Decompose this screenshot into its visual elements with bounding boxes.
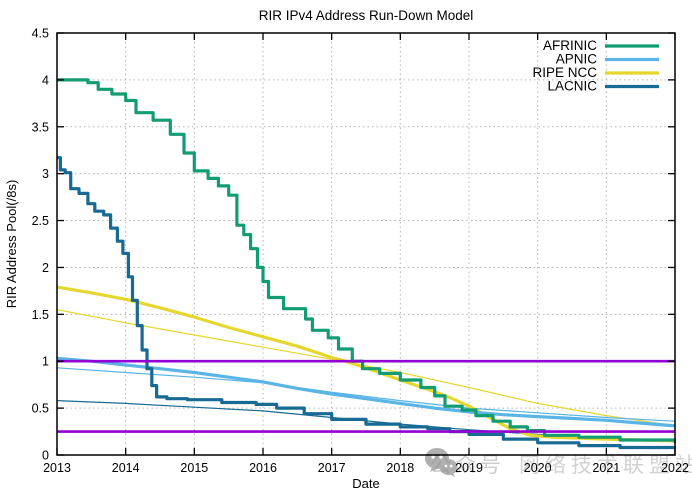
legend-label-lacnic: LACNIC	[547, 79, 597, 94]
y-axis-label: RIR Address Pool(/8s)	[4, 180, 19, 309]
x-tick-label: 2016	[249, 461, 277, 475]
plot-frame	[56, 32, 676, 456]
plot-border	[56, 32, 676, 456]
data-series	[56, 78, 676, 450]
y-tick-label: 4.5	[32, 27, 49, 41]
y-tick-label: 3	[42, 167, 49, 181]
y-tick-label: 1.5	[32, 308, 49, 322]
x-tick-label: 2014	[112, 461, 140, 475]
series-apnic	[56, 356, 676, 428]
watermark: 公众号 网络技术联盟站	[424, 446, 692, 482]
x-tick-label: 2017	[318, 461, 346, 475]
y-tick-label: 0	[42, 449, 49, 463]
y-tick-label: 2	[42, 261, 49, 275]
gridlines	[56, 32, 676, 456]
y-tick-label: 3.5	[32, 120, 49, 134]
tick-labels: 2013 2014 2015 2016 2017 2018 2019 2020 2021 2022…	[32, 27, 689, 476]
x-tick-label: 2013	[43, 461, 71, 475]
y-tick-label: 1	[42, 355, 49, 369]
x-tick-label: 2020	[524, 461, 552, 475]
x-tick-label: 2022	[661, 461, 689, 475]
y-tick-label: 4	[42, 73, 49, 87]
legend-label-ripe-ncc: RIPE NCC	[532, 65, 597, 80]
legend-label-apnic: APNIC	[556, 52, 598, 67]
series-afrinic	[57, 78, 676, 443]
x-tick-label: 2021	[592, 461, 620, 475]
y-tick-label: 2.5	[32, 214, 49, 228]
wechat-icon	[425, 448, 458, 477]
series-apnic-model	[56, 367, 676, 422]
legend-label-afrinic: AFRINIC	[543, 38, 597, 53]
x-tick-label: 2018	[386, 461, 414, 475]
watermark-text-right: 网络技术联盟站	[519, 454, 692, 477]
x-axis-label: Date	[352, 476, 379, 491]
series-ripe-ncc-model	[56, 309, 676, 427]
x-tick-label: 2015	[180, 461, 208, 475]
chart-title: RIR IPv4 Address Run-Down Model	[259, 8, 474, 23]
x-tick-label: 2019	[455, 461, 483, 475]
threshold-lines	[57, 359, 675, 433]
y-tick-label: 0.5	[32, 402, 49, 416]
